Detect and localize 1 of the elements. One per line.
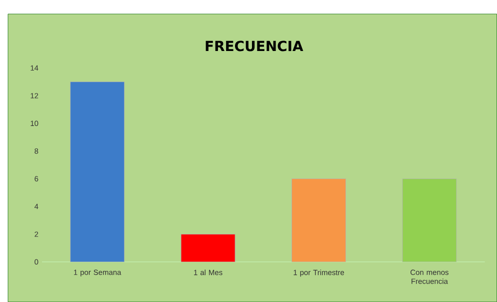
chart-title: FRECUENCIA bbox=[206, 40, 304, 52]
